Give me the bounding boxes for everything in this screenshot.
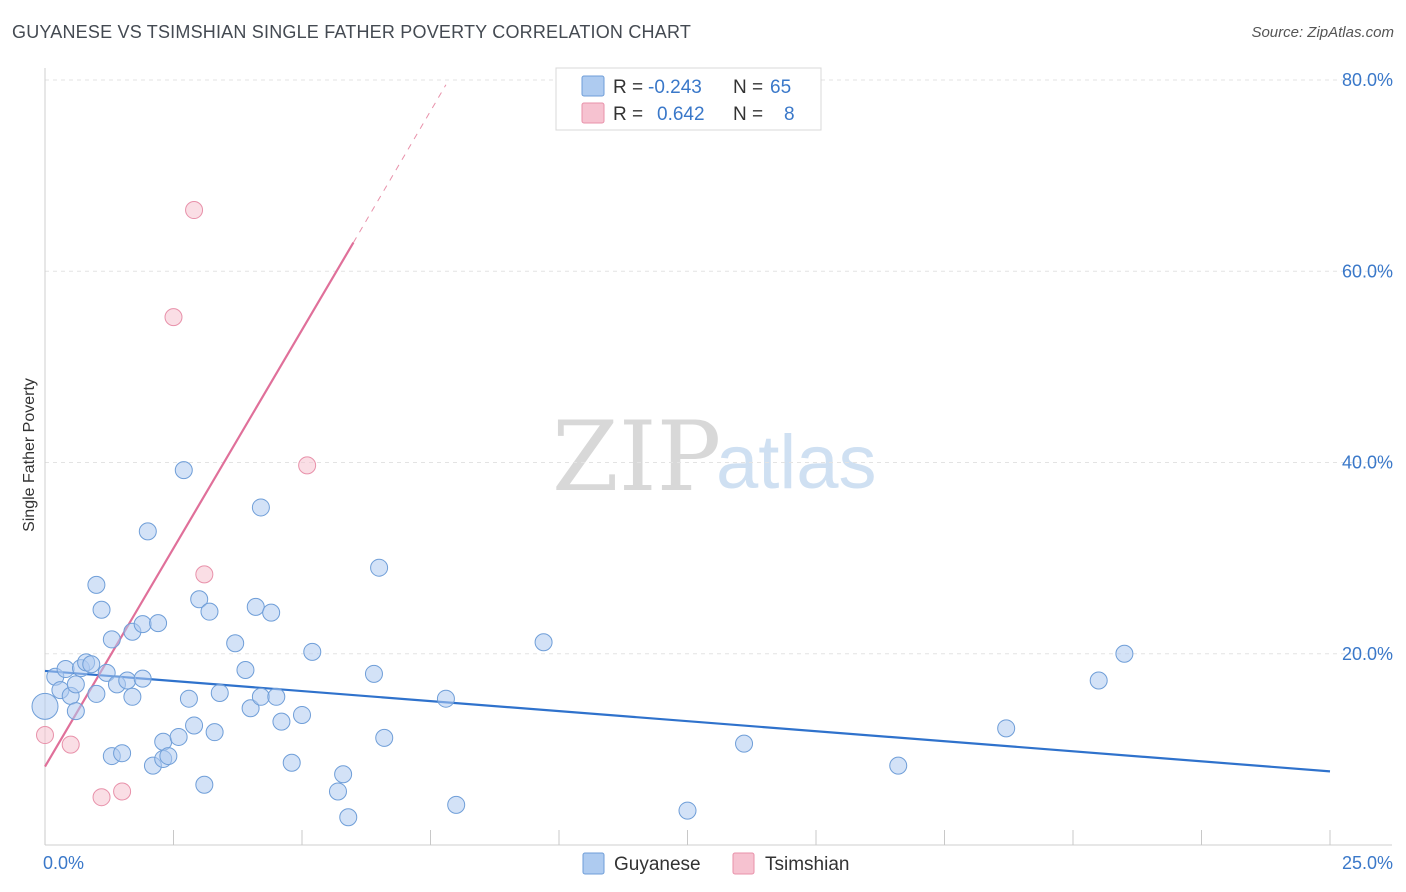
point-guyanese [169,727,188,746]
y-axis-label: Single Father Poverty [21,378,38,532]
trendline-guyanese [44,669,1331,773]
x-tick-label-min: 0.0% [43,853,84,873]
point-guyanese [200,602,219,621]
legend-r-label-guyanese: R = [613,77,643,98]
point-guyanese [138,522,157,541]
point-guyanese [272,712,291,731]
point-guyanese [185,716,204,735]
point-guyanese [889,756,908,775]
legend-r-value-guyanese: -0.243 [648,77,702,98]
point-guyanese [159,747,178,766]
point-tsimshian [164,308,183,327]
legend-r-value-tsimshian: 0.642 [657,104,705,125]
point-guyanese [735,734,754,753]
legend-n-label-tsimshian: N = [733,104,763,125]
point-guyanese [179,689,198,708]
point-guyanese [375,728,394,747]
legend-n-value-guyanese: 65 [770,77,791,98]
point-guyanese [87,684,106,703]
y-tick-label: 20.0% [1342,644,1393,664]
legend-n-label-guyanese: N = [733,77,763,98]
point-tsimshian [61,735,80,754]
point-guyanese [87,575,106,594]
point-guyanese [174,461,193,480]
point-guyanese [241,699,260,718]
legend-n-value-tsimshian: 8 [784,104,795,125]
point-tsimshian [113,782,132,801]
point-guyanese [678,801,697,820]
point-guyanese [210,683,229,702]
point-guyanese [262,603,281,622]
point-guyanese [293,705,311,724]
point-guyanese [66,675,85,694]
point-guyanese [92,600,111,619]
point-tsimshian [36,726,54,745]
point-tsimshian [185,201,204,220]
point-guyanese [364,664,383,683]
point-guyanese [246,597,265,616]
point-guyanese [251,498,270,517]
point-guyanese [339,808,358,827]
watermark-atlas: atlas [716,420,877,505]
point-guyanese [447,795,466,814]
trendline-tsimshian [44,242,355,768]
point-guyanese [534,633,553,652]
y-tick-labels: 20.0% 40.0% 60.0% 80.0% [1342,70,1393,664]
point-guyanese [118,671,137,690]
grid-lines [45,79,1392,655]
point-guyanese [66,702,85,721]
point-guyanese [102,630,121,649]
point-guyanese [205,723,224,742]
series-legend: Guyanese Tsimshian [582,852,849,875]
point-guyanese [1089,671,1108,690]
point-guyanese [82,655,101,674]
bottom-legend-label-guyanese: Guyanese [614,854,701,875]
x-tick-label-max: 25.0% [1342,853,1393,873]
source-label: Source: ZipAtlas.com [1251,24,1394,41]
point-guyanese [195,775,214,794]
bottom-legend-swatch-guyanese [582,852,605,875]
point-guyanese [226,634,245,653]
point-guyanese [149,614,168,633]
point-guyanese [190,590,209,609]
point-tsimshian [195,565,214,584]
point-guyanese [370,558,389,577]
y-tick-label: 40.0% [1342,453,1393,473]
chart-title: GUYANESE VS TSIMSHIAN SINGLE FATHER POVE… [12,22,692,42]
trendline-tsimshian-extension [352,84,447,243]
point-guyanese [334,765,353,784]
point-guyanese [997,719,1016,738]
point-guyanese [436,689,455,708]
trend-lines [44,84,1331,773]
point-guyanese [56,660,75,679]
y-tick-label: 60.0% [1342,261,1393,281]
point-tsimshian [92,788,111,807]
legend-swatch-guyanese [581,75,605,97]
data-points [31,201,1134,827]
point-guyanese [133,669,152,688]
point-guyanese [113,744,132,763]
point-tsimshian [298,456,317,475]
point-guyanese [123,687,142,706]
x-tick-labels: 0.0% 25.0% [43,853,1393,873]
point-guyanese [133,615,152,634]
bottom-legend-label-tsimshian: Tsimshian [765,854,849,875]
point-guyanese [31,692,59,720]
legend-r-label-tsimshian: R = [613,104,643,125]
legend-swatch-tsimshian [581,102,605,124]
correlation-legend: R = -0.243 N = 65 R = 0.642 N = 8 [555,67,822,131]
y-tick-label: 80.0% [1342,70,1393,90]
point-guyanese [303,642,322,661]
point-guyanese [282,753,301,772]
point-guyanese [97,663,116,682]
point-guyanese [251,687,270,706]
point-guyanese [267,687,286,706]
point-guyanese [236,661,255,680]
bottom-legend-swatch-tsimshian [732,852,755,875]
watermark-zip: ZIP [552,401,721,513]
point-guyanese [1115,644,1134,663]
point-guyanese [328,782,347,801]
